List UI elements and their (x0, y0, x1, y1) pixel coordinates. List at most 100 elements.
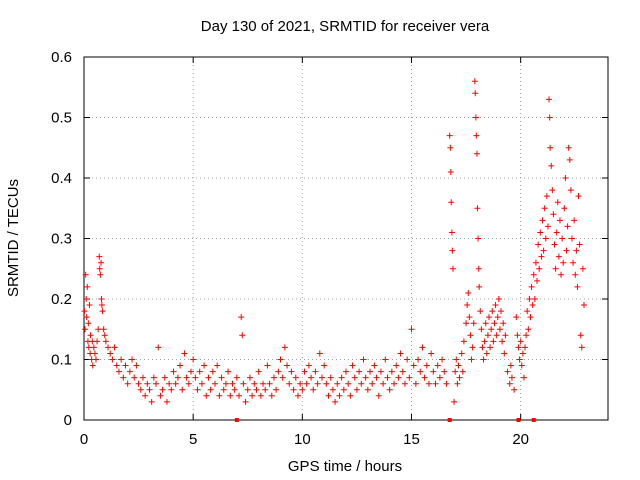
data-point (203, 392, 210, 399)
data-point (82, 326, 89, 333)
data-point (107, 350, 114, 357)
data-point (83, 296, 90, 302)
data-point (118, 356, 125, 363)
data-point (209, 368, 216, 375)
data-point (488, 326, 495, 333)
data-point (507, 362, 514, 369)
data-point (522, 344, 529, 351)
data-point (316, 350, 323, 357)
zero-marker (234, 418, 239, 422)
data-point (456, 374, 463, 381)
data-point (496, 326, 503, 333)
data-point (377, 368, 384, 375)
data-point (183, 374, 190, 381)
data-point (469, 344, 476, 351)
data-point (493, 332, 500, 339)
data-point (571, 217, 578, 224)
data-point (443, 380, 450, 387)
data-point (568, 235, 575, 242)
x-tick-label: 5 (189, 431, 197, 448)
data-point (95, 326, 102, 333)
data-point (327, 374, 334, 381)
data-point (548, 162, 555, 169)
data-point (222, 380, 229, 387)
data-point (220, 386, 227, 393)
data-point (547, 144, 554, 151)
data-point (90, 344, 97, 351)
data-point (144, 380, 151, 387)
data-point (553, 229, 560, 236)
data-point (275, 368, 282, 375)
data-point (560, 259, 567, 266)
data-point (520, 374, 527, 381)
data-point (474, 150, 480, 157)
data-point (432, 380, 439, 387)
data-point (264, 362, 271, 369)
data-point (266, 380, 273, 387)
data-point (163, 398, 170, 405)
data-point (347, 392, 354, 399)
data-point (562, 175, 569, 181)
data-point (519, 350, 526, 357)
data-point (441, 368, 448, 375)
data-point (577, 332, 584, 339)
data-point (531, 296, 538, 302)
data-point (229, 380, 236, 387)
data-point (120, 374, 127, 381)
data-point (495, 296, 502, 302)
x-tick-label: 20 (512, 431, 529, 448)
data-point (494, 314, 501, 321)
data-point (410, 362, 417, 369)
data-point (516, 356, 523, 363)
data-point (288, 368, 295, 375)
data-point (555, 253, 562, 260)
data-point (527, 314, 534, 321)
data-point (523, 332, 530, 339)
data-point (268, 392, 275, 399)
data-point (468, 356, 475, 363)
data-point (367, 368, 374, 375)
data-point (273, 386, 280, 393)
data-point (558, 271, 565, 278)
data-point (369, 380, 376, 387)
data-point (448, 199, 455, 206)
data-point (270, 374, 277, 381)
grid-lines (84, 57, 608, 420)
data-point (159, 386, 166, 393)
data-point (406, 374, 413, 381)
data-point (500, 320, 507, 327)
data-point (349, 362, 356, 369)
data-point (303, 380, 310, 387)
data-point (194, 386, 201, 393)
data-point (474, 205, 481, 212)
data-point (483, 350, 490, 357)
data-point (308, 374, 315, 381)
data-point (179, 386, 186, 393)
data-point (146, 386, 153, 393)
data-point (340, 386, 347, 393)
data-point (190, 356, 197, 363)
data-point (430, 368, 437, 375)
data-point (544, 223, 551, 230)
data-point (218, 374, 225, 381)
data-point (549, 187, 556, 194)
data-point (518, 362, 525, 369)
data-point (233, 374, 240, 381)
data-point (447, 168, 454, 175)
data-point (290, 386, 297, 393)
data-point (310, 386, 317, 393)
data-point (201, 362, 208, 369)
data-point (297, 380, 304, 387)
data-point (423, 362, 430, 369)
data-point (332, 398, 339, 405)
data-point (375, 392, 382, 399)
data-point (358, 380, 365, 387)
y-tick-label: 0 (64, 412, 72, 429)
data-point (567, 187, 574, 194)
data-point (477, 308, 484, 315)
data-point (98, 302, 105, 309)
data-point (343, 368, 349, 375)
data-point (502, 332, 509, 339)
data-point (196, 368, 203, 375)
data-point (449, 247, 456, 254)
